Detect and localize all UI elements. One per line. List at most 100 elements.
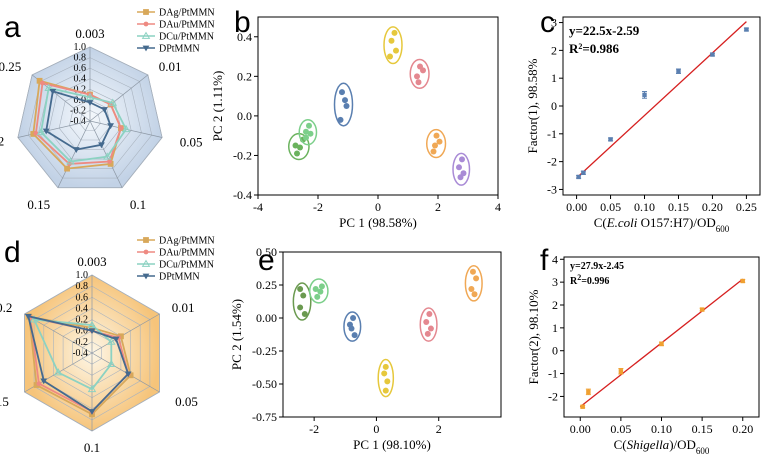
r-squared-part: =0.996 — [581, 276, 609, 287]
y-tick-label: -1 — [548, 367, 558, 381]
data-point — [351, 332, 358, 339]
series-marker — [36, 127, 46, 136]
y-tick-label: 0.00 — [256, 311, 277, 325]
x-tick-label: 0.15 — [692, 422, 713, 436]
legend-label: DPtMMN — [159, 44, 200, 55]
radial-tick-label: -0.4 — [72, 348, 88, 359]
legend-marker — [143, 21, 149, 27]
equation-label: y=22.5x-2.59 — [569, 23, 640, 38]
y-tick-label: 0.25 — [256, 278, 277, 292]
radar-spoke — [91, 313, 160, 354]
x-tick-label: 0.05 — [600, 200, 621, 214]
x-axis-label-part: Shigella — [627, 437, 670, 452]
data-point — [388, 37, 395, 44]
legend-marker — [143, 249, 149, 255]
cluster-ellipse — [292, 282, 312, 321]
pca-panel-b: b -4 -2 0 2 4 -0.4 -0.2 0.0 0.2 0.4 PC 1 (98.58%) PC… — [210, 6, 501, 230]
data-point — [337, 116, 344, 123]
radar-axis-label: 0.05 — [180, 135, 203, 150]
x-tick-label: 0.10 — [651, 422, 672, 436]
data-point — [415, 79, 422, 86]
panel-label: e — [258, 244, 275, 277]
x-axis-label: C(E.coli O157:H7)/OD600 — [594, 215, 730, 234]
cluster-ellipse — [452, 152, 471, 186]
x-axis-label-part: O157:H7)/OD — [637, 215, 715, 230]
radar-axis-label: 0.05 — [175, 394, 198, 409]
series-marker — [88, 409, 96, 415]
y-tick-label: 0.50 — [256, 245, 277, 259]
data-point — [576, 174, 581, 180]
data-point — [350, 315, 357, 321]
y-tick-label: -0.50 — [252, 377, 277, 391]
radar-gridline — [17, 46, 163, 188]
data-point — [342, 97, 348, 104]
radar-axis-label: 0.15 — [0, 394, 9, 409]
series-marker — [118, 125, 124, 131]
x-tick-label: 0 — [373, 422, 379, 436]
x-tick-label: 2 — [435, 200, 441, 214]
data-point — [381, 370, 388, 377]
regression-panel-c: c 0.00 0.05 0.10 0.15 0.20 0.25 -3 -2 -1 0 1 2 3 C(E.c… — [525, 6, 761, 234]
y-tick-label: 0.2 — [237, 69, 252, 83]
radial-tick-label: 0.4 — [74, 74, 87, 85]
series-marker — [108, 98, 118, 106]
series-marker — [107, 123, 115, 130]
series-marker — [36, 381, 42, 387]
y-tick-label: 4 — [552, 252, 558, 266]
data-point — [676, 69, 681, 74]
data-point — [469, 268, 476, 275]
data-point — [433, 132, 440, 139]
radial-tick-label: -0.4 — [70, 116, 86, 127]
radar-gridline — [79, 110, 101, 131]
y-tick-label: 0 — [552, 344, 558, 358]
cluster-ellipse — [426, 128, 447, 159]
data-point — [427, 325, 434, 332]
x-tick-label: 0.10 — [634, 200, 655, 214]
data-point — [297, 304, 304, 311]
data-point — [744, 27, 749, 32]
data-point — [581, 170, 586, 175]
y-tick-label: 0.4 — [237, 30, 252, 44]
data-point — [456, 164, 462, 171]
r-squared-part: R — [570, 276, 578, 287]
x-tick-label: 0.15 — [668, 200, 689, 214]
y-tick-label: -2 — [547, 155, 557, 169]
series-marker — [64, 165, 70, 172]
data-point — [393, 47, 399, 54]
series-marker — [53, 368, 63, 376]
data-point — [314, 293, 321, 300]
radar-panel-a: a-0.4-0.20.00.20.40.60.81.00.0030.010.05… — [0, 8, 215, 212]
data-point — [710, 52, 715, 57]
legend-marker — [143, 9, 149, 15]
legend-label: DCu/PtMMN — [159, 32, 214, 43]
x-tick-label: 0.25 — [736, 200, 757, 214]
series-marker — [40, 80, 45, 86]
radial-tick-label: -0.2 — [72, 337, 88, 348]
x-axis-label-part: C( — [614, 437, 627, 452]
cluster-ellipse — [343, 311, 362, 342]
series-marker — [29, 315, 39, 323]
radar-axis-label: 0.01 — [159, 59, 182, 74]
radar-gridline — [69, 99, 111, 141]
series-marker — [49, 88, 57, 95]
legend-label: DAu/PtMMN — [159, 248, 215, 259]
cluster-ellipse — [409, 58, 430, 90]
data-point — [436, 138, 443, 145]
series-line — [32, 318, 113, 391]
plot-frame — [257, 16, 499, 196]
radial-tick-label: 0.8 — [76, 281, 89, 292]
x-tick-label: 0.20 — [732, 422, 753, 436]
x-tick-label: 2 — [436, 422, 442, 436]
series-marker — [44, 83, 53, 91]
y-tick-label: -0.2 — [233, 148, 252, 162]
y-tick-label: -3 — [547, 182, 557, 196]
radar-axis-label: 0.25 — [0, 59, 21, 74]
r-squared-part: 2 — [578, 42, 582, 51]
cluster-ellipse — [419, 307, 438, 342]
plot-frame — [282, 251, 502, 418]
x-axis-label-part: C( — [594, 215, 607, 230]
series-marker — [107, 159, 112, 164]
radar-axis-label: 0.2 — [0, 134, 4, 149]
radial-tick-label: 0.4 — [76, 303, 89, 314]
